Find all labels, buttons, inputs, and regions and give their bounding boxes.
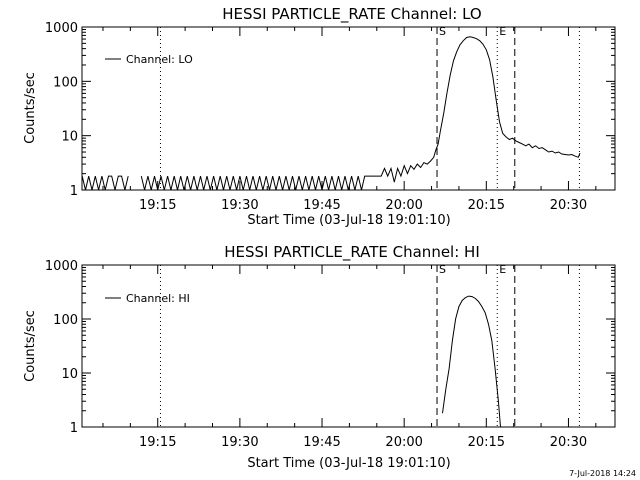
panel-lo-y-axis-label: Counts/sec	[23, 72, 38, 144]
panel-lo-x-tick-label: 20:00	[385, 198, 422, 213]
panel-lo-y-axis: 1 10 100 1000	[45, 21, 615, 199]
panel-lo-x-axis: 19:15 19:30 19:45 20:00 20:15 20:30	[102, 27, 597, 213]
panel-lo-x-tick-label: 19:45	[303, 198, 340, 213]
panel-lo-title: HESSI PARTICLE_RATE Channel: LO	[222, 5, 481, 24]
panel-hi-y-tick-label: 100	[53, 313, 78, 328]
panel-lo-x-axis-label: Start Time (03-Jul-18 19:01:10)	[247, 213, 450, 228]
panel-hi-x-tick-label: 19:15	[139, 435, 176, 450]
panel-hi-y-axis-label: Counts/sec	[23, 310, 38, 382]
panel-lo-y-tick-label: 100	[53, 75, 78, 90]
panel-hi-x-tick-label: 20:00	[385, 435, 422, 450]
panel-hi-x-tick-label: 19:45	[303, 435, 340, 450]
panel-hi-y-tick-label: 1	[70, 421, 78, 436]
panel-hi-x-axis: 19:15 19:30 19:45 20:00 20:15 20:30	[102, 265, 597, 450]
panel-lo-x-tick-label: 19:30	[221, 198, 258, 213]
panel-lo-legend-label: Channel: LO	[126, 53, 193, 66]
panel-hi-y-axis: 1 10 100 1000	[45, 259, 615, 436]
panel-hi-series-line	[442, 295, 501, 428]
panel-lo-y-tick-label: 10	[61, 130, 78, 145]
panel-hi-x-tick-label: 19:30	[221, 435, 258, 450]
panel-hi-marker-label: E	[499, 263, 506, 276]
panel-hi-x-tick-label: 20:15	[468, 435, 505, 450]
panel-hi-y-tick-label: 10	[61, 367, 78, 382]
footer-timestamp: 7-Jul-2018 14:24	[569, 469, 636, 478]
panel-lo-x-tick-label: 20:30	[550, 198, 587, 213]
panel-lo-x-tick-label: 19:15	[139, 198, 176, 213]
panel-hi-x-tick-label: 20:30	[550, 435, 587, 450]
panel-hi-title: HESSI PARTICLE_RATE Channel: HI	[224, 243, 480, 262]
panel-lo-plot-frame	[81, 26, 616, 191]
panel-hi-x-axis-label: Start Time (03-Jul-18 19:01:10)	[247, 456, 450, 471]
panel-lo-marker-label: E	[499, 25, 506, 38]
panel-hi-y-tick-label: 1000	[45, 259, 78, 274]
panel-lo-x-tick-label: 20:15	[468, 198, 505, 213]
panel-lo-y-tick-label: 1000	[45, 21, 78, 36]
panel-lo-marker-label: S	[439, 25, 446, 38]
panel-lo-series-line	[81, 36, 581, 191]
panel-hi-marker-label: S	[439, 263, 446, 276]
panel-hi-legend-label: Channel: HI	[126, 292, 190, 305]
panel-lo-y-tick-label: 1	[70, 184, 78, 199]
panel-hi-plot-frame	[81, 264, 616, 428]
